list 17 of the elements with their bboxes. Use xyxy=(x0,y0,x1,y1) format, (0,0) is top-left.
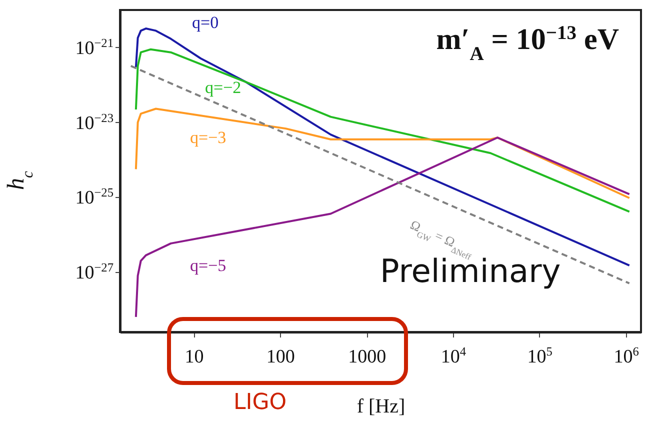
x-tick-label: 10$^{6}$ xyxy=(614,344,639,368)
series-label: q=−2 xyxy=(205,78,242,97)
x-axis-title: f [Hz] xyxy=(356,396,406,418)
series-label: q=−5 xyxy=(190,256,226,275)
x-tick-label: 10$^{5}$ xyxy=(527,344,552,368)
y-tick-label: 10$^{−21}$ xyxy=(75,36,114,59)
series-label: q=0 xyxy=(192,13,219,32)
x-tick-label: 1000 xyxy=(348,346,386,368)
x-tick-label: 10$^{4}$ xyxy=(440,344,466,368)
text: m′$_{A}$ = 10$^{−13}$ eV xyxy=(436,22,620,64)
x-tick-label: 10 xyxy=(184,346,204,368)
text: LIGO xyxy=(233,390,287,415)
y-tick-label: 10$^{−25}$ xyxy=(75,186,114,209)
series-label: q=−3 xyxy=(190,128,226,147)
y-tick-label: 10$^{−23}$ xyxy=(75,110,114,134)
x-tick-label: 100 xyxy=(266,346,295,368)
y-tick-label: 10$^{−27}$ xyxy=(75,260,114,284)
